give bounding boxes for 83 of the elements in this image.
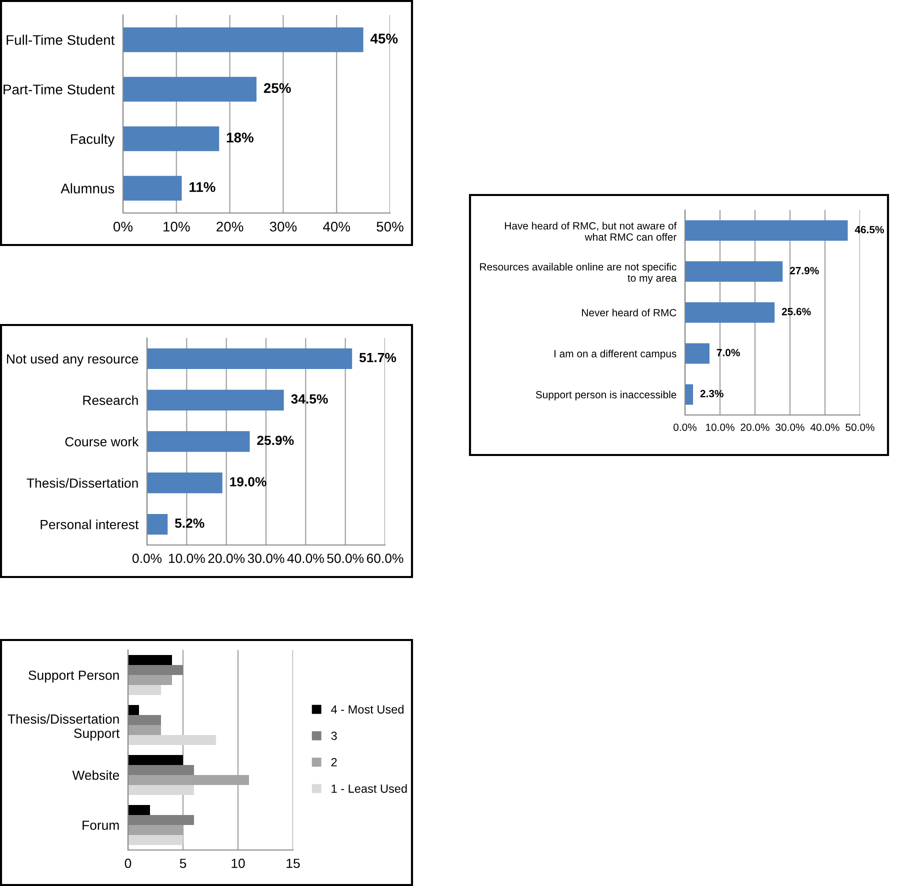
y-tick-label: Have heard of RMC, but not aware of what RMC can offer xyxy=(504,222,677,241)
bar xyxy=(685,220,848,241)
x-tick-label: 50.0% xyxy=(327,554,364,564)
y-tick-label: Alumnus xyxy=(60,183,114,194)
bar xyxy=(128,725,161,735)
data-label: 19.0% xyxy=(230,477,266,486)
bar xyxy=(123,27,364,52)
data-label: 51.7% xyxy=(359,352,396,362)
x-tick-label: 10.0% xyxy=(168,554,205,564)
bar xyxy=(123,76,256,102)
x-tick-label: 50.0% xyxy=(846,424,874,431)
y-tick-label: Thesis/Dissertation xyxy=(26,478,138,488)
bar xyxy=(128,805,150,815)
y-tick-label: Thesis/Dissertation Support xyxy=(8,714,120,741)
x-tick-label: 10.0% xyxy=(706,424,734,431)
x-tick-label: 20.0% xyxy=(740,424,770,431)
x-tick-label: 0.0% xyxy=(674,424,696,431)
bar xyxy=(128,785,194,795)
bar xyxy=(128,685,161,695)
bar xyxy=(128,755,183,765)
data-label: 46.5% xyxy=(854,226,884,234)
bar xyxy=(128,655,172,665)
y-tick-label: Course work xyxy=(65,436,139,446)
bar xyxy=(128,735,216,745)
x-tick-label: 50% xyxy=(376,222,404,232)
x-tick-label: 40% xyxy=(323,222,350,232)
x-tick-label: 5 xyxy=(180,858,186,868)
x-tick-label: 30% xyxy=(270,222,297,232)
bar xyxy=(128,675,172,685)
y-tick-label: Not used any resource xyxy=(7,354,138,366)
data-label: 5.2% xyxy=(174,518,204,528)
data-label: 18% xyxy=(226,132,254,142)
x-tick-label: 40.0% xyxy=(810,424,840,431)
bar xyxy=(147,431,250,452)
bar xyxy=(123,126,220,152)
x-tick-label: 40.0% xyxy=(287,554,324,564)
legend-label: 1 - Least Used xyxy=(332,784,407,793)
data-label: 2.3% xyxy=(700,390,724,398)
bar xyxy=(147,514,168,535)
y-tick-label: Resources available online are not specific to my area xyxy=(480,262,677,284)
y-tick-label: Support person is inaccessible xyxy=(536,390,676,400)
legend-label: 4 - Most Used xyxy=(331,704,404,714)
x-tick-label: 10% xyxy=(164,222,190,232)
bar xyxy=(147,390,284,410)
x-tick-label: 60.0% xyxy=(366,554,404,564)
y-tick-label: Full-Time Student xyxy=(6,34,115,45)
y-tick-label: Website xyxy=(72,770,120,780)
x-tick-label: 0 xyxy=(124,858,132,868)
x-tick-label: 15 xyxy=(286,858,300,868)
data-label: 25.6% xyxy=(782,308,811,316)
legend-label: 3 xyxy=(331,732,337,740)
bar xyxy=(128,705,139,715)
bar xyxy=(128,835,183,845)
bar xyxy=(147,472,222,494)
y-tick-label: Faculty xyxy=(71,134,115,147)
y-tick-label: Research xyxy=(83,395,138,406)
x-tick-label: 30.0% xyxy=(776,424,804,431)
bar xyxy=(685,261,783,282)
x-tick-label: 20.0% xyxy=(208,554,245,564)
y-tick-label: Support Person xyxy=(28,670,119,683)
x-tick-label: 0% xyxy=(114,222,133,232)
y-tick-label: Personal interest xyxy=(40,520,139,530)
data-label: 25% xyxy=(264,83,291,93)
bar xyxy=(685,343,710,364)
data-label: 34.5% xyxy=(291,394,328,404)
data-label: 27.9% xyxy=(790,266,819,274)
bar xyxy=(147,348,352,370)
data-label: 7.0% xyxy=(716,348,740,356)
y-tick-label: Forum xyxy=(82,820,119,830)
y-tick-label: I am on a different campus xyxy=(554,350,676,360)
data-label: 11% xyxy=(190,182,216,192)
x-tick-label: 20% xyxy=(216,222,244,232)
legend-label: 2 xyxy=(331,758,337,766)
bar xyxy=(685,302,775,323)
y-tick-label: Part-Time Student xyxy=(4,84,115,94)
data-label: 25.9% xyxy=(257,436,294,446)
x-tick-label: 10 xyxy=(232,858,245,868)
data-label: 45% xyxy=(370,34,398,44)
x-tick-label: 0.0% xyxy=(132,554,162,564)
y-tick-label: Never heard of RMC xyxy=(582,308,676,316)
bar xyxy=(123,176,182,201)
x-tick-label: 30.0% xyxy=(248,554,284,564)
bar xyxy=(685,384,694,405)
